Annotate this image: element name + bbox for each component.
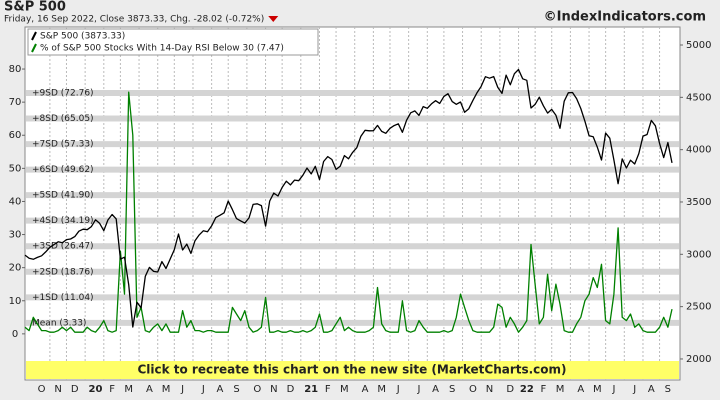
- y-tick-label: 70: [9, 97, 22, 108]
- x-tick-label: N: [486, 384, 493, 395]
- x-tick-label: J: [417, 384, 421, 395]
- sd-band-label: +9SD (72.76): [32, 89, 94, 99]
- sd-band-label: +5SD (41.90): [32, 191, 94, 201]
- legend-swatch: [31, 43, 37, 53]
- y-tick-label: 50: [9, 163, 22, 174]
- y-tick-label: 80: [9, 64, 22, 75]
- y2-tick-label: 4500: [686, 92, 711, 103]
- y-tick-label: 30: [9, 230, 22, 241]
- sd-band-label: +6SD (49.62): [32, 165, 94, 175]
- x-tick-label: A: [217, 384, 224, 395]
- x-tick-label: M: [556, 384, 565, 395]
- y2-tick-label: 2000: [686, 354, 711, 365]
- x-tick-label: J: [611, 384, 615, 395]
- x-tick-label: A: [577, 384, 584, 395]
- y-tick-label: 10: [9, 296, 22, 307]
- chart-title: S&P 500: [4, 0, 66, 15]
- sd-band-label: +7SD (57.33): [32, 140, 94, 150]
- legend-label: % of S&P 500 Stocks With 14-Day RSI Belo…: [40, 44, 284, 54]
- chart-subtitle: Friday, 16 Sep 2022, Close 3873.33, Chg.…: [4, 15, 264, 25]
- x-tick-label: 21: [304, 384, 318, 395]
- sd-band-label: +2SD (18.76): [32, 267, 94, 277]
- x-tick-label: F: [109, 384, 115, 395]
- sd-band-label: +1SD (11.04): [32, 293, 94, 303]
- x-tick-label: S: [665, 384, 671, 395]
- x-tick-label: F: [325, 384, 331, 395]
- y-tick-label: 40: [9, 196, 22, 207]
- x-tick-label: D: [506, 384, 514, 395]
- banner[interactable]: [26, 361, 679, 379]
- series-line: [24, 68, 673, 328]
- sd-band-label: +8SD (65.05): [32, 114, 94, 124]
- x-tick-label: J: [180, 384, 184, 395]
- x-tick-label: J: [201, 384, 205, 395]
- x-tick-label: J: [632, 384, 636, 395]
- x-tick-label: O: [469, 384, 477, 395]
- x-tick-label: A: [146, 384, 153, 395]
- x-tick-label: M: [124, 384, 133, 395]
- x-tick-label: M: [162, 384, 171, 395]
- legend-swatch: [31, 31, 37, 41]
- y-tick-label: 20: [9, 263, 22, 274]
- x-tick-label: A: [432, 384, 439, 395]
- watermark: ©IndexIndicators.com: [544, 10, 706, 25]
- x-tick-label: M: [377, 384, 386, 395]
- down-arrow: [268, 16, 279, 22]
- y2-tick-label: 2500: [686, 302, 711, 313]
- banner-text[interactable]: Click to recreate this chart on the new …: [137, 363, 566, 377]
- x-tick-label: M: [593, 384, 602, 395]
- x-tick-label: F: [541, 384, 547, 395]
- x-tick-label: D: [71, 384, 79, 395]
- y2-tick-label: 3500: [686, 197, 711, 208]
- x-tick-label: J: [396, 384, 400, 395]
- y-tick-label: 0: [12, 329, 18, 340]
- y2-tick-label: 3000: [686, 249, 711, 260]
- y2-tick-label: 4000: [686, 145, 711, 156]
- x-tick-label: 20: [89, 384, 103, 395]
- x-tick-label: M: [340, 384, 349, 395]
- sd-band-label: Mean (3.33): [32, 318, 86, 328]
- series-line: [24, 91, 673, 333]
- x-tick-label: N: [270, 384, 277, 395]
- legend-box: [27, 28, 319, 56]
- x-tick-label: A: [362, 384, 369, 395]
- plot-area: [24, 26, 681, 381]
- sd-band-label: +3SD (26.47): [32, 242, 94, 252]
- x-tick-label: 22: [520, 384, 534, 395]
- x-tick-label: N: [54, 384, 61, 395]
- y2-tick-label: 5000: [686, 40, 711, 51]
- y-tick-label: 60: [9, 130, 22, 141]
- sd-band-label: +4SD (34.19): [32, 216, 94, 226]
- x-tick-label: S: [449, 384, 455, 395]
- x-tick-label: O: [38, 384, 46, 395]
- x-tick-label: O: [253, 384, 261, 395]
- layer: O N D 20 F M A M J J A S O N D 21 F M A M J J A S O N D 22 F M A M J J A S+…: [9, 27, 711, 395]
- x-tick-label: S: [233, 384, 239, 395]
- x-tick-label: A: [648, 384, 655, 395]
- legend-label: S&P 500 (3873.33): [40, 32, 125, 42]
- x-tick-label: D: [287, 384, 295, 395]
